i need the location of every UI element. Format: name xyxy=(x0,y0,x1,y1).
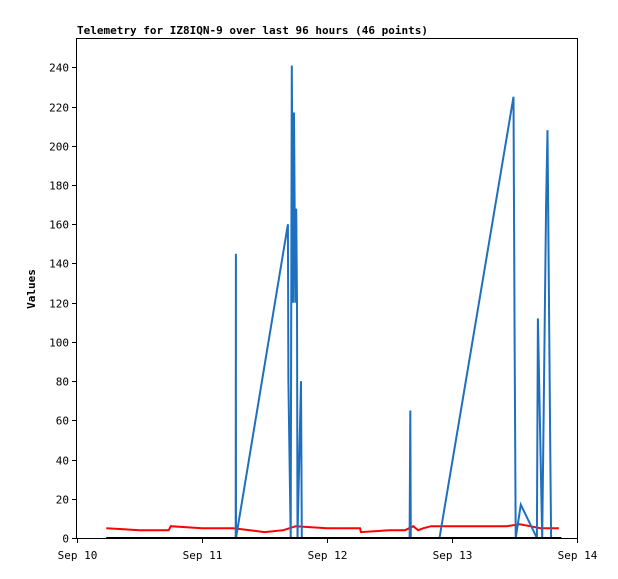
y-tick-label: 40 xyxy=(56,455,69,468)
series-layer xyxy=(106,65,562,539)
chart-title: Telemetry for IZ8IQN-9 over last 96 hour… xyxy=(77,24,428,37)
y-tick-label: 100 xyxy=(49,337,69,350)
x-tick-label: Sep 11 xyxy=(183,549,223,562)
y-tick-label: 200 xyxy=(49,141,69,154)
y-tick-label: 160 xyxy=(49,219,69,232)
series-line-2 xyxy=(234,65,553,539)
axis-layer: 0 20 40 60 80 100 120 140 160 180 200 220 240 Sep 10 S… xyxy=(49,62,598,563)
plot-area xyxy=(76,38,578,539)
series-line-1 xyxy=(106,523,559,534)
y-tick-label: 180 xyxy=(49,180,69,193)
y-tick-label: 60 xyxy=(56,415,69,428)
y-tick-label: 120 xyxy=(49,298,69,311)
y-tick-label: 20 xyxy=(56,494,69,507)
y-axis-label: Values xyxy=(25,269,38,309)
x-tick-label: Sep 14 xyxy=(558,549,598,562)
y-tick-label: 240 xyxy=(49,62,69,75)
y-tick-label: 80 xyxy=(56,376,69,389)
x-tick-label: Sep 12 xyxy=(308,549,348,562)
x-tick-label: Sep 13 xyxy=(433,549,473,562)
y-tick-label: 220 xyxy=(49,102,69,115)
y-tick-label: 0 xyxy=(62,533,69,546)
y-tick-label: 140 xyxy=(49,258,69,271)
x-tick-label: Sep 10 xyxy=(58,549,98,562)
